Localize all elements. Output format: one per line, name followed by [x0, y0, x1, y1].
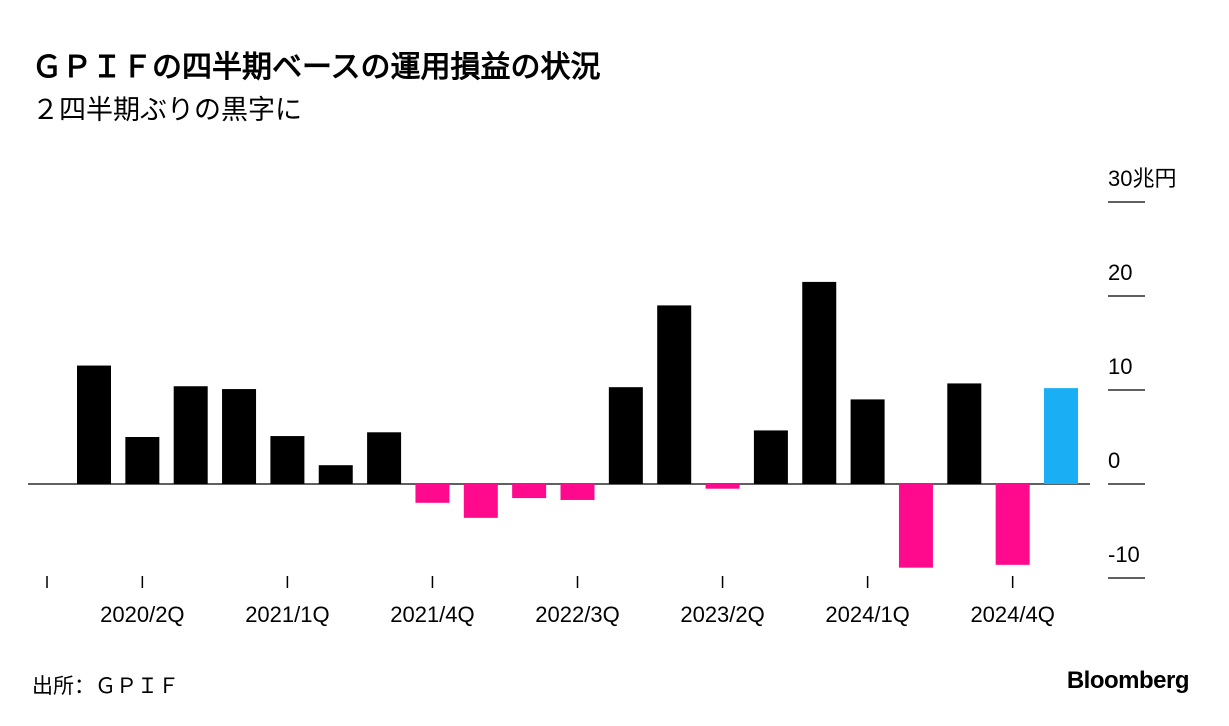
bar-2020/4Q [222, 389, 257, 484]
bar-2021/2Q [318, 465, 353, 484]
bar-2024/4Q [995, 484, 1030, 565]
y-tick-label: 0 [1108, 448, 1120, 473]
x-tick-label: 2020/2Q [100, 602, 184, 627]
x-tick-label: 2024/1Q [825, 602, 909, 627]
bar-2023/4Q [802, 281, 837, 484]
bar-2022/1Q [463, 484, 498, 518]
bar-2023/2Q [705, 484, 740, 489]
y-tick-label: 30兆円 [1108, 166, 1176, 191]
bar-2021/1Q [270, 436, 305, 484]
x-tick-label: 2023/2Q [680, 602, 764, 627]
bar-2022/4Q [608, 387, 643, 484]
x-tick-label: 2021/4Q [390, 602, 474, 627]
bar-2024/1Q [850, 399, 885, 484]
bloomberg-logo: Bloomberg [1066, 667, 1190, 694]
bar-2023/1Q [657, 305, 692, 484]
x-tick-label: 2022/3Q [535, 602, 619, 627]
y-tick-label: 20 [1108, 260, 1132, 285]
bar-2024/2Q [898, 484, 933, 568]
chart-title: ＧＰＩＦの四半期ベースの運用損益の状況 [32, 50, 601, 85]
bar-2020/1Q [77, 365, 111, 484]
y-tick-label: 10 [1108, 354, 1132, 379]
source-note: 出所：ＧＰＩＦ [32, 674, 179, 698]
bar-2022/2Q [512, 484, 547, 499]
bar-2021/3Q [367, 432, 402, 484]
x-tick-label: 2021/1Q [245, 602, 329, 627]
chart-subtitle: ２四半期ぶりの黒字に [32, 95, 302, 126]
bar-2020/3Q [173, 386, 208, 484]
bar-2021/4Q [415, 484, 450, 503]
bar-2022/3Q [560, 484, 595, 500]
x-tick-label: 2024/4Q [970, 602, 1054, 627]
bar-2025/1Q [1044, 388, 1078, 484]
bar-2020/2Q [125, 437, 160, 484]
y-tick-label: -10 [1108, 542, 1140, 567]
bar-2023/3Q [753, 430, 788, 484]
bar-2024/3Q [947, 383, 982, 484]
